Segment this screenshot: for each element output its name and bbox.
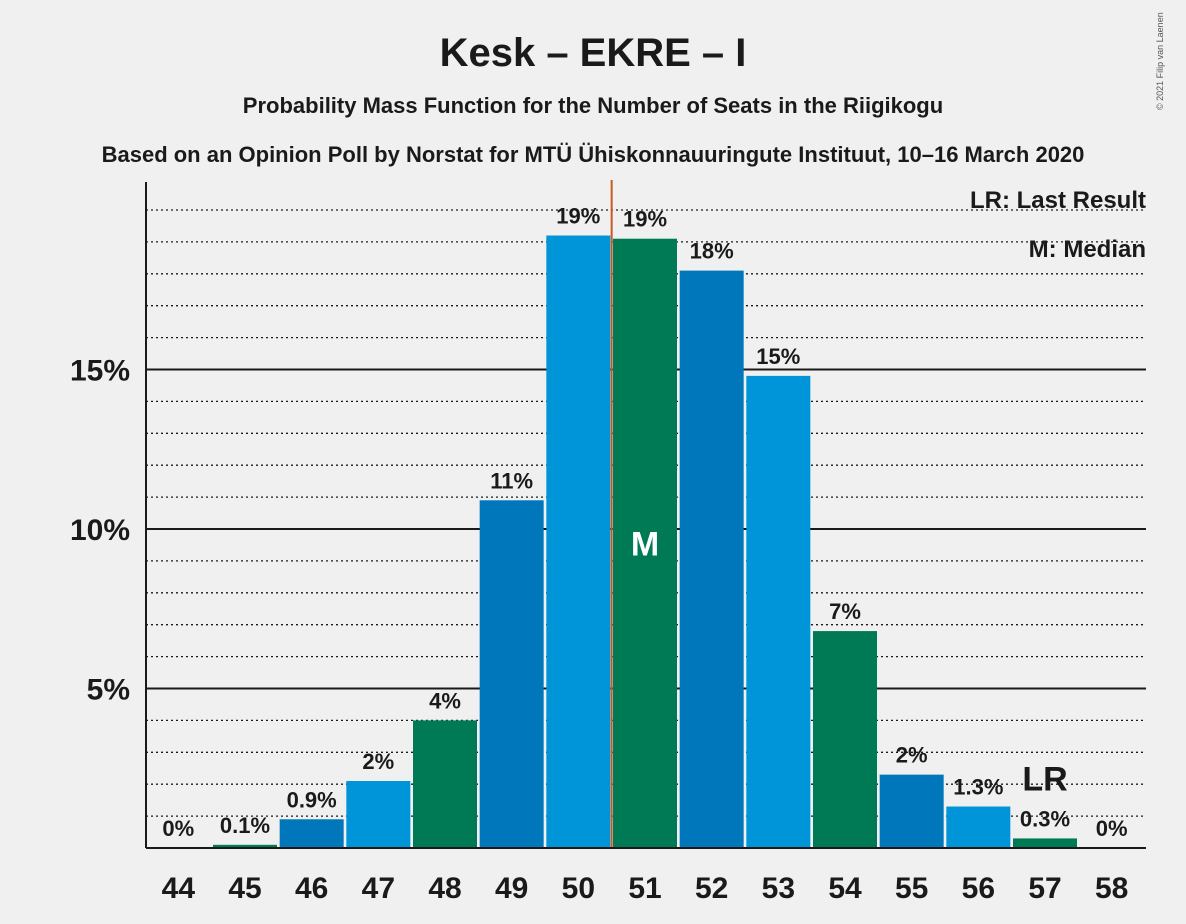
bar-47 bbox=[346, 781, 411, 848]
data-label-46: 0.9% bbox=[287, 787, 337, 812]
y-tick-label: 10% bbox=[70, 514, 130, 547]
x-tick-label-52: 52 bbox=[695, 872, 728, 905]
legend-median: M: Median bbox=[1029, 236, 1146, 263]
x-tick-label-53: 53 bbox=[762, 872, 795, 905]
bar-50 bbox=[546, 235, 611, 848]
data-label-57: 0.3% bbox=[1020, 806, 1070, 831]
legend-last-result: LR: Last Result bbox=[970, 187, 1146, 214]
data-label-58: 0% bbox=[1096, 816, 1128, 841]
data-label-55: 2% bbox=[896, 743, 928, 768]
bar-56 bbox=[946, 806, 1011, 848]
data-label-50: 19% bbox=[556, 204, 600, 229]
x-tick-label-54: 54 bbox=[828, 872, 862, 905]
bar-55 bbox=[879, 774, 944, 848]
x-tick-label-44: 44 bbox=[162, 872, 196, 905]
data-label-49: 11% bbox=[490, 468, 533, 493]
last-result-marker: LR bbox=[1022, 760, 1067, 798]
chart-subtitle: Probability Mass Function for the Number… bbox=[243, 93, 943, 118]
x-tick-label-56: 56 bbox=[962, 872, 995, 905]
x-tick-label-51: 51 bbox=[628, 872, 661, 905]
bars bbox=[213, 235, 1077, 848]
y-axis-ticks: 5% 10% 15% bbox=[70, 355, 130, 707]
bar-48 bbox=[413, 720, 477, 848]
data-label-56: 1.3% bbox=[953, 775, 1003, 800]
bar-45 bbox=[213, 844, 277, 848]
copyright-notice: © 2021 Filip van Laenen bbox=[1155, 12, 1165, 110]
markers: M LR bbox=[610, 180, 1068, 848]
chart-title: Kesk – EKRE – I bbox=[440, 31, 747, 75]
x-tick-label-49: 49 bbox=[495, 872, 528, 905]
y-tick-label: 5% bbox=[87, 674, 130, 707]
data-label-47: 2% bbox=[362, 749, 394, 774]
data-label-48: 4% bbox=[429, 688, 461, 713]
x-tick-label-55: 55 bbox=[895, 872, 928, 905]
bar-49 bbox=[479, 500, 544, 848]
bar-54 bbox=[813, 631, 877, 848]
data-label-45: 0.1% bbox=[220, 813, 270, 838]
x-tick-label-45: 45 bbox=[228, 872, 261, 905]
bar-53 bbox=[746, 375, 811, 848]
x-tick-label-46: 46 bbox=[295, 872, 328, 905]
x-tick-label-57: 57 bbox=[1028, 872, 1061, 905]
data-label-54: 7% bbox=[829, 599, 861, 624]
bar-51 bbox=[613, 238, 677, 848]
median-marker: M bbox=[631, 525, 659, 563]
x-tick-label-48: 48 bbox=[428, 872, 461, 905]
data-label-51: 19% bbox=[623, 207, 667, 232]
chart-subtitle-source: Based on an Opinion Poll by Norstat for … bbox=[102, 142, 1085, 167]
bar-46 bbox=[279, 819, 344, 848]
x-tick-label-58: 58 bbox=[1095, 872, 1128, 905]
x-axis-ticks: 44 45 46 47 48 49 50 51 52 53 54 55 56 57 58 bbox=[162, 872, 1129, 905]
data-label-44: 0% bbox=[162, 816, 194, 841]
x-tick-label-47: 47 bbox=[362, 872, 395, 905]
y-tick-label: 15% bbox=[70, 355, 130, 388]
data-labels: 0% 0.1% 0.9% 2% 4% 11% 19% 19% 18% 15% 7% 2% 1.3% 0.3… bbox=[162, 204, 1127, 841]
bar-52 bbox=[679, 270, 744, 848]
data-label-52: 18% bbox=[690, 239, 734, 264]
bar-57 bbox=[1013, 838, 1077, 848]
data-label-53: 15% bbox=[756, 344, 800, 369]
x-tick-label-50: 50 bbox=[562, 872, 595, 905]
